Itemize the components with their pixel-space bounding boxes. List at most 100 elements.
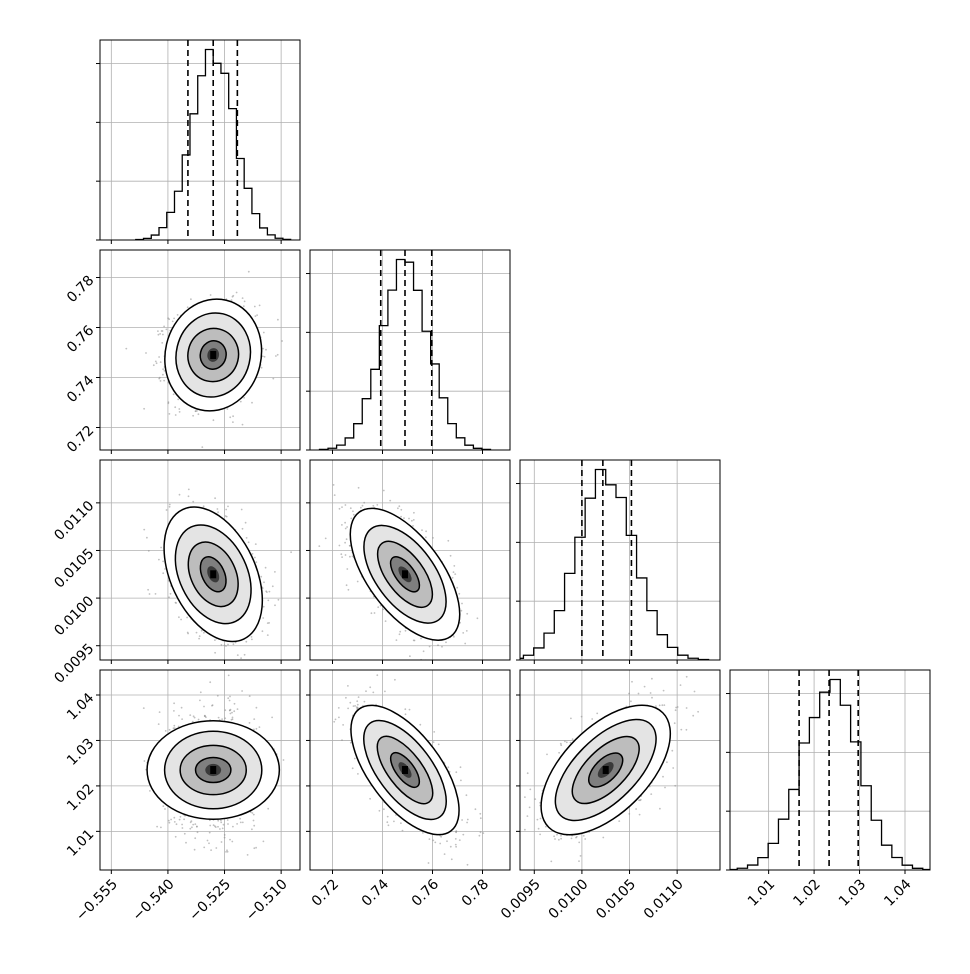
scatter-point: [272, 378, 274, 380]
scatter-point: [203, 847, 205, 849]
scatter-point: [256, 314, 258, 316]
scatter-point: [249, 695, 251, 697]
scatter-point: [240, 401, 242, 403]
scatter-point: [400, 509, 402, 511]
scatter-point: [421, 529, 423, 531]
scatter-point: [243, 305, 245, 307]
scatter-point: [232, 826, 234, 828]
scatter-point: [453, 571, 455, 573]
y-tick-label: 0.0095: [51, 641, 97, 687]
scatter-point: [269, 591, 271, 593]
scatter-point: [210, 849, 212, 851]
scatter-point: [203, 632, 205, 634]
scatter-point: [348, 589, 350, 591]
scatter-point: [218, 717, 220, 719]
scatter-point: [161, 342, 163, 344]
scatter-point: [231, 841, 233, 843]
scatter-point: [353, 514, 355, 516]
scatter-point: [209, 832, 211, 834]
y-tick-label: 0.0100: [51, 593, 97, 639]
scatter-point: [248, 541, 250, 543]
scatter-point: [334, 494, 336, 496]
scatter-point: [183, 818, 185, 820]
scatter-point: [176, 823, 178, 825]
scatter-point: [198, 413, 200, 415]
scatter-point: [221, 644, 223, 646]
scatter-point: [385, 620, 387, 622]
scatter-point: [277, 354, 279, 356]
scatter-point: [255, 847, 257, 849]
scatter-point: [162, 368, 164, 370]
scatter-point: [192, 501, 194, 503]
scatter-point: [339, 508, 341, 510]
scatter-point: [180, 619, 182, 621]
scatter-point: [184, 833, 186, 835]
scatter-point: [227, 819, 229, 821]
scatter-point: [160, 361, 162, 363]
scatter-point: [173, 318, 175, 320]
scatter-point: [201, 446, 203, 448]
scatter-point: [148, 550, 150, 552]
scatter-point: [234, 703, 236, 705]
scatter-point: [253, 847, 255, 849]
scatter-point: [229, 709, 231, 711]
scatter-point: [194, 849, 196, 851]
scatter-point: [229, 700, 231, 702]
scatter-point: [346, 538, 348, 540]
scatter-point: [162, 561, 164, 563]
scatter-point: [251, 636, 253, 638]
scatter-point: [200, 691, 202, 693]
scatter-point: [263, 581, 265, 583]
scatter-point: [443, 680, 445, 682]
panel-3-2: [306, 460, 510, 682]
scatter-point: [168, 318, 170, 320]
scatter-point: [268, 622, 270, 624]
histogram-outline: [503, 470, 709, 660]
scatter-point: [125, 348, 127, 350]
scatter-point: [376, 504, 378, 506]
scatter-point: [456, 587, 458, 589]
scatter-point: [195, 410, 197, 412]
scatter-point: [162, 572, 164, 574]
scatter-point: [466, 630, 468, 632]
scatter-point: [147, 589, 149, 591]
scatter-point: [425, 530, 427, 532]
scatter-point: [281, 340, 283, 342]
scatter-point: [265, 590, 267, 592]
scatter-point: [170, 819, 172, 821]
scatter-point: [350, 507, 352, 509]
scatter-point: [187, 632, 189, 634]
scatter-point: [215, 847, 217, 849]
scatter-point: [230, 713, 232, 715]
scatter-point: [267, 600, 269, 602]
scatter-point: [318, 545, 320, 547]
histogram-1: [96, 40, 300, 244]
scatter-point: [157, 330, 159, 332]
density-contours: [144, 491, 282, 657]
scatter-point: [199, 635, 201, 637]
scatter-point: [227, 644, 229, 646]
scatter-point: [181, 707, 183, 709]
scatter-point: [217, 511, 219, 513]
scatter-point: [201, 630, 203, 632]
y-tick-label: 0.74: [64, 372, 97, 405]
scatter-point: [413, 512, 415, 514]
scatter-point: [158, 559, 160, 561]
scatter-point: [345, 554, 347, 556]
scatter-point: [209, 681, 211, 683]
scatter-point: [350, 518, 352, 520]
scatter-point: [341, 524, 343, 526]
scatter-point: [228, 675, 230, 677]
scatter-point: [262, 617, 264, 619]
scatter-point: [173, 710, 175, 712]
scatter-point: [253, 820, 255, 822]
scatter-point: [464, 643, 466, 645]
scatter-point: [325, 538, 327, 540]
scatter-point: [244, 654, 246, 656]
y-tick-label: 0.72: [64, 423, 97, 456]
scatter-point: [169, 504, 171, 506]
scatter-point: [411, 520, 413, 522]
scatter-point: [156, 826, 158, 828]
scatter-point: [437, 644, 439, 646]
scatter-point: [248, 271, 250, 273]
